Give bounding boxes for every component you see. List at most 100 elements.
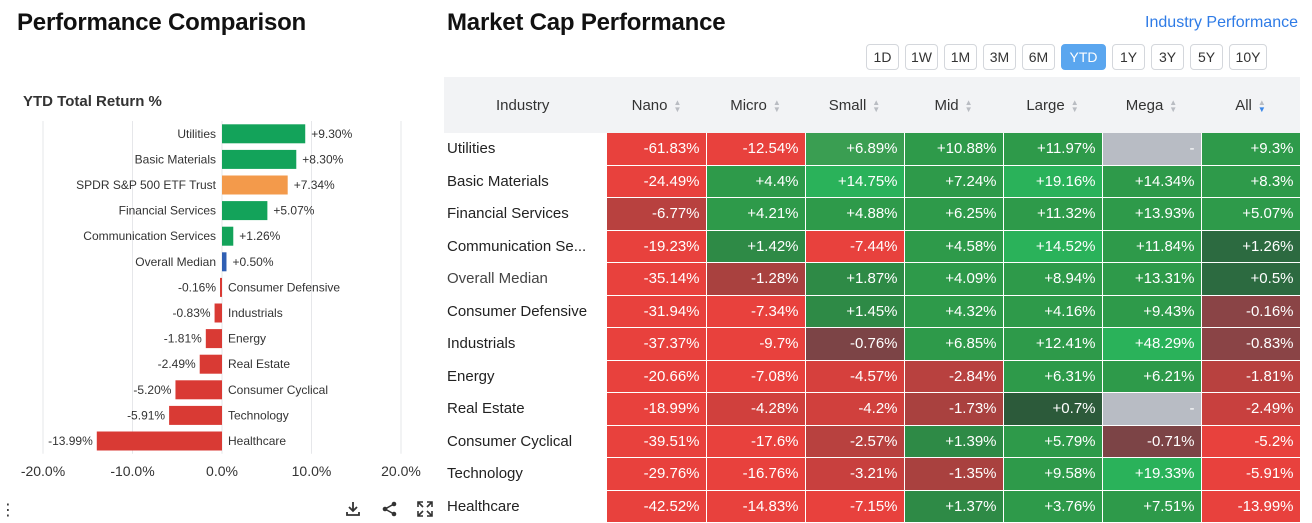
column-header-micro[interactable]: Micro ▲ ▼ xyxy=(706,77,805,133)
industry-name[interactable]: Financial Services xyxy=(444,197,607,231)
timeframe-5y[interactable]: 5Y xyxy=(1190,44,1223,70)
column-header-nano[interactable]: Nano ▲ ▼ xyxy=(607,77,706,133)
market-cap-heatmap-table: Industry Nano ▲ ▼ Micro ▲ ▼ Small ▲ ▼ Mid ▲ ▼ Large ▲ ▼… xyxy=(444,77,1301,523)
heatmap-cell: -31.94% xyxy=(607,295,707,328)
heatmap-cell: -29.76% xyxy=(607,457,707,491)
heatmap-cell: +7.24% xyxy=(904,165,1004,198)
heatmap-cell: - xyxy=(1102,133,1202,166)
heatmap-cell: +6.89% xyxy=(805,133,905,166)
table-row[interactable]: Financial Services -6.77% +4.21% +4.88% +6.2… xyxy=(444,197,1301,231)
heatmap-cell: +3.76% xyxy=(1003,490,1103,523)
column-header-mega[interactable]: Mega ▲ ▼ xyxy=(1102,77,1201,133)
heatmap-cell: +1.37% xyxy=(904,490,1004,523)
heatmap-cell: -2.49% xyxy=(1201,392,1301,426)
industry-name[interactable]: Real Estate xyxy=(444,392,607,426)
data-label: -2.49% xyxy=(158,357,196,371)
sort-icon[interactable]: ▲ ▼ xyxy=(772,97,781,114)
industry-name[interactable]: Technology xyxy=(444,457,607,491)
timeframe-ytd[interactable]: YTD xyxy=(1061,44,1106,70)
table-header-row: Industry Nano ▲ ▼ Micro ▲ ▼ Small ▲ ▼ Mid ▲ ▼ Large ▲ ▼… xyxy=(444,77,1300,133)
timeframe-1d[interactable]: 1D xyxy=(866,44,899,70)
heatmap-cell: +1.26% xyxy=(1201,230,1301,263)
heatmap-cell: -17.6% xyxy=(706,425,806,458)
industry-name[interactable]: Consumer Cyclical xyxy=(444,425,607,458)
heatmap-cell: +6.25% xyxy=(904,197,1004,231)
column-header-large[interactable]: Large ▲ ▼ xyxy=(1003,77,1102,133)
industry-name[interactable]: Consumer Defensive xyxy=(444,295,607,328)
table-row[interactable]: Utilities -61.83% -12.54% +6.89% +10.88% +11.… xyxy=(444,133,1301,166)
timeframe-1y[interactable]: 1Y xyxy=(1112,44,1145,70)
industry-name[interactable]: Energy xyxy=(444,360,607,393)
table-row[interactable]: Communication Se... -19.23% +1.42% -7.44% +4… xyxy=(444,230,1301,263)
table-row[interactable]: Consumer Cyclical -39.51% -17.6% -2.57% +1.3… xyxy=(444,425,1301,458)
heatmap-cell: +8.3% xyxy=(1201,165,1301,198)
share-icon[interactable] xyxy=(381,500,399,518)
bar xyxy=(175,380,222,400)
timeframe-3m[interactable]: 3M xyxy=(983,44,1016,70)
heatmap-cell: +8.94% xyxy=(1003,262,1103,296)
heatmap-cell: +9.3% xyxy=(1201,133,1301,166)
category-label: Overall Median xyxy=(135,255,216,269)
heatmap-cell: +5.79% xyxy=(1003,425,1103,458)
column-header-small[interactable]: Small ▲ ▼ xyxy=(805,77,904,133)
heatmap-cell: -7.34% xyxy=(706,295,806,328)
heatmap-cell: +14.34% xyxy=(1102,165,1202,198)
sort-icon[interactable]: ▲ ▼ xyxy=(1257,97,1266,114)
data-label: +9.30% xyxy=(311,127,352,141)
heatmap-cell: -37.37% xyxy=(607,327,707,361)
heatmap-cell: +10.88% xyxy=(904,133,1004,166)
heatmap-cell: +4.58% xyxy=(904,230,1004,263)
table-row[interactable]: Basic Materials -24.49% +4.4% +14.75% +7.24%… xyxy=(444,165,1301,198)
heatmap-cell: -35.14% xyxy=(607,262,707,296)
column-header-mid[interactable]: Mid ▲ ▼ xyxy=(904,77,1003,133)
column-header-label: All xyxy=(1235,96,1252,114)
sort-icon[interactable]: ▲ ▼ xyxy=(872,97,881,114)
heatmap-cell: -4.2% xyxy=(805,392,905,426)
table-row[interactable]: Real Estate -18.99% -4.28% -4.2% -1.73% +0.7%… xyxy=(444,392,1301,426)
table-row[interactable]: Healthcare -42.52% -14.83% -7.15% +1.37% +3.7… xyxy=(444,490,1301,523)
industry-name[interactable]: Healthcare xyxy=(444,490,607,523)
market-cap-performance-title: Market Cap Performance xyxy=(447,9,726,36)
heatmap-cell: +11.84% xyxy=(1102,230,1202,263)
timeframe-1m[interactable]: 1M xyxy=(944,44,977,70)
expand-icon[interactable] xyxy=(416,500,434,518)
industry-performance-link[interactable]: Industry Performance xyxy=(1145,14,1298,31)
drag-handle-icon[interactable]: ⋮ xyxy=(0,502,16,519)
bar xyxy=(205,329,222,349)
table-row[interactable]: Consumer Defensive -31.94% -7.34% +1.45% +4.… xyxy=(444,295,1301,328)
data-label: +5.07% xyxy=(273,204,314,218)
table-row[interactable]: Energy -20.66% -7.08% -4.57% -2.84% +6.31% +6.… xyxy=(444,360,1301,393)
heatmap-cell: +4.16% xyxy=(1003,295,1103,328)
industry-name[interactable]: Communication Se... xyxy=(444,230,607,263)
download-icon[interactable] xyxy=(344,500,362,518)
table-row[interactable]: Technology -29.76% -16.76% -3.21% -1.35% +9.5… xyxy=(444,457,1301,491)
industry-name[interactable]: Industrials xyxy=(444,327,607,361)
industry-name[interactable]: Overall Median xyxy=(444,262,607,296)
industry-name[interactable]: Utilities xyxy=(444,133,607,166)
sort-icon[interactable]: ▲ ▼ xyxy=(1169,97,1178,114)
timeframe-3y[interactable]: 3Y xyxy=(1151,44,1184,70)
category-label: Industrials xyxy=(228,306,283,320)
sort-icon[interactable]: ▲ ▼ xyxy=(964,97,973,114)
heatmap-cell: -16.76% xyxy=(706,457,806,491)
timeframe-10y[interactable]: 10Y xyxy=(1229,44,1267,70)
column-header-all[interactable]: All ▲ ▼ xyxy=(1201,77,1300,133)
data-label: -5.20% xyxy=(133,383,171,397)
heatmap-cell: -7.08% xyxy=(706,360,806,393)
timeframe-6m[interactable]: 6M xyxy=(1022,44,1055,70)
heatmap-cell: +13.93% xyxy=(1102,197,1202,231)
industry-name[interactable]: Basic Materials xyxy=(444,165,607,198)
timeframe-1w[interactable]: 1W xyxy=(905,44,938,70)
data-label: -5.91% xyxy=(127,408,165,422)
sort-icon[interactable]: ▲ ▼ xyxy=(673,97,682,114)
column-header-label: Industry xyxy=(496,96,550,114)
column-header-label: Nano xyxy=(631,96,668,114)
table-row[interactable]: Overall Median -35.14% -1.28% +1.87% +4.09% +… xyxy=(444,262,1301,296)
performance-comparison-title: Performance Comparison xyxy=(17,9,307,36)
column-header-label: Large xyxy=(1026,96,1065,114)
sort-icon[interactable]: ▲ ▼ xyxy=(1070,97,1079,114)
x-tick-label: 10.0% xyxy=(292,463,332,479)
table-row[interactable]: Industrials -37.37% -9.7% -0.76% +6.85% +12.4… xyxy=(444,327,1301,361)
heatmap-cell: +11.97% xyxy=(1003,133,1103,166)
heatmap-cell: -39.51% xyxy=(607,425,707,458)
